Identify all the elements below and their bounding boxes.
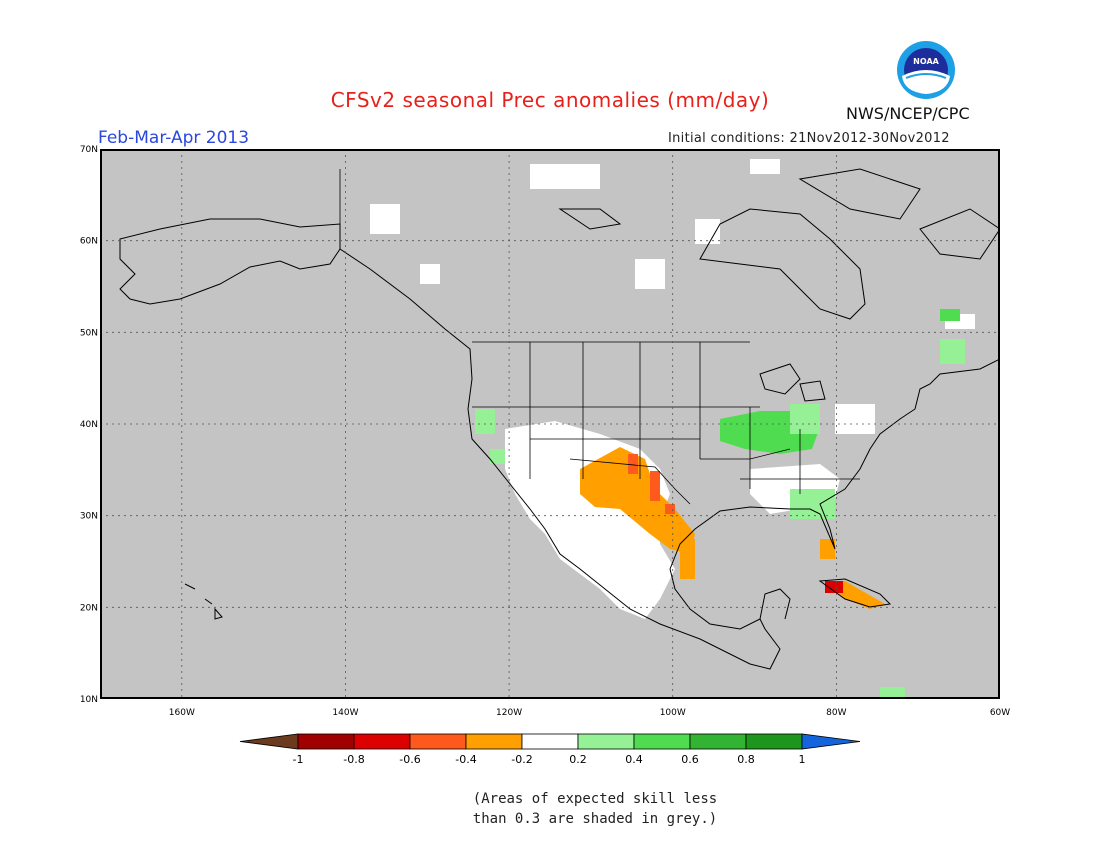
lon-label: 60W [990, 708, 1010, 718]
colorbar-tick-label: 1 [799, 753, 806, 766]
coastlines [119, 168, 1000, 670]
colorbar-tick-label: 0.6 [681, 753, 699, 766]
colorbar-box [465, 733, 523, 750]
lon-label: 100W [660, 708, 686, 718]
lon-axis: 160W 140W 120W 100W 80W 60W [169, 708, 1010, 718]
skill-note-line1: (Areas of expected skill less [472, 791, 718, 807]
lat-label: 40N [80, 420, 98, 430]
colorbar-tick-label: 0.4 [625, 753, 643, 766]
lon-label: 160W [169, 708, 195, 718]
map-frame [100, 149, 1000, 699]
colorbar-box [521, 733, 579, 750]
red-regions [628, 454, 843, 593]
lon-label: 80W [826, 708, 846, 718]
lat-label: 70N [80, 145, 98, 155]
season-label: Feb-Mar-Apr 2013 [98, 128, 250, 148]
colorbar-low-arrow [239, 733, 299, 750]
initial-conditions-label: Initial conditions: 21Nov2012-30Nov2012 [668, 131, 950, 146]
logo-text: NOAA [913, 57, 939, 66]
colorbar-tick-label: -0.4 [455, 753, 476, 766]
colorbar-tick-label: -0.6 [399, 753, 420, 766]
lon-label: 120W [496, 708, 522, 718]
colorbar-tick-label: 0.2 [569, 753, 587, 766]
colorbar-tick-label: 0.8 [737, 753, 755, 766]
lat-axis: 10N 20N 30N 40N 50N 60N 70N [80, 145, 98, 705]
lat-label: 60N [80, 237, 98, 247]
anomaly-map [100, 149, 1000, 699]
colorbar-box [633, 733, 691, 750]
lat-label: 30N [80, 512, 98, 522]
colorbar: -1 -0.8 -0.6 -0.4 -0.2 0.2 0.4 0.6 0.8 1 [239, 733, 861, 766]
green-regions [475, 309, 965, 699]
noaa-logo-icon: NOAA [897, 41, 955, 99]
gridlines [100, 149, 1000, 699]
lon-label: 140W [332, 708, 358, 718]
colorbar-box [689, 733, 747, 750]
colorbar-box [745, 733, 803, 750]
skill-note-line2: than 0.3 are shaded in grey.) [472, 811, 718, 827]
colorbar-high-arrow [801, 733, 861, 750]
colorbar-tick-label: -0.8 [343, 753, 364, 766]
colorbar-box [353, 733, 411, 750]
lat-label: 20N [80, 603, 98, 613]
state-borders [339, 169, 860, 505]
colorbar-tick-label: -1 [293, 753, 304, 766]
colorbar-box [577, 733, 635, 750]
colorbar-box [297, 733, 355, 750]
lat-label: 50N [80, 328, 98, 338]
colorbar-box [409, 733, 467, 750]
org-label: NWS/NCEP/CPC [846, 104, 970, 123]
lat-label: 10N [80, 695, 98, 705]
chart-title: CFSv2 seasonal Prec anomalies (mm/day) [330, 88, 770, 112]
colorbar-tick-label: -0.2 [511, 753, 532, 766]
